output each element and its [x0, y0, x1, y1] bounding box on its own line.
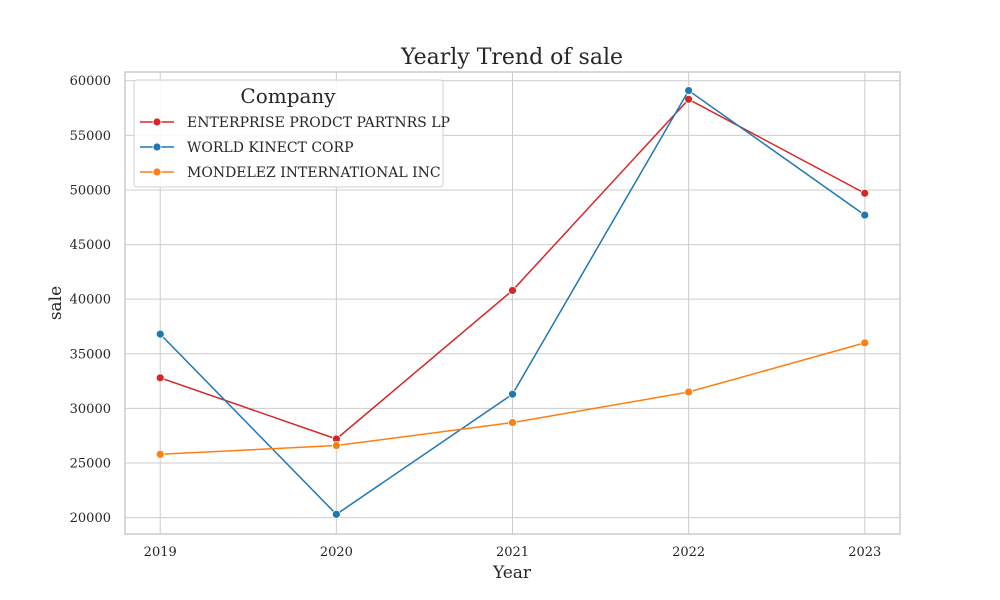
- series-1: [155, 86, 870, 519]
- data-point: [860, 210, 870, 220]
- y-axis-label: sale: [46, 286, 66, 320]
- y-tick-label: 45000: [70, 238, 111, 253]
- y-tick-label: 30000: [70, 402, 111, 417]
- x-axis-label: Year: [492, 563, 532, 583]
- legend-box: [133, 79, 444, 188]
- y-axis-ticks: 20000 25000 30000 35000 40000 45000 50000 55000…: [70, 74, 111, 526]
- legend: Company ENTERPRISE PRODCT PARTNRS LP WORL…: [133, 79, 450, 188]
- data-point: [508, 389, 517, 399]
- legend-item: MONDELEZ INTERNATIONAL INC: [140, 165, 441, 181]
- legend-label: ENTERPRISE PRODCT PARTNRS LP: [187, 115, 450, 131]
- data-point: [155, 373, 165, 383]
- y-tick-label: 25000: [70, 457, 111, 472]
- y-tick-label: 50000: [70, 183, 111, 198]
- legend-label: WORLD KINECT CORP: [187, 140, 354, 156]
- x-tick-label: 2023: [848, 545, 881, 560]
- plot-frame: [124, 71, 901, 535]
- series-0: [155, 94, 870, 444]
- legend-items: ENTERPRISE PRODCT PARTNRS LP WORLD KINECT…: [140, 115, 450, 181]
- legend-label: MONDELEZ INTERNATIONAL INC: [187, 165, 441, 181]
- x-tick-label: 2020: [320, 545, 353, 560]
- y-tick-label: 20000: [70, 511, 111, 526]
- y-tick-label: 60000: [70, 74, 111, 89]
- legend-marker: [152, 142, 162, 152]
- data-point: [684, 86, 694, 95]
- y-tick-label: 55000: [70, 129, 111, 144]
- x-axis-ticks: 2019 2020 2021 2022 2023: [144, 545, 882, 560]
- chart-title: Yearly Trend of sale: [400, 45, 623, 70]
- x-tick-label: 2019: [144, 545, 177, 560]
- y-tick-label: 40000: [70, 293, 111, 308]
- legend-marker: [152, 167, 162, 177]
- data-point: [331, 509, 341, 519]
- data-point: [508, 286, 517, 295]
- legend-title: Company: [240, 84, 336, 108]
- data-point: [508, 418, 517, 427]
- data-point: [331, 441, 341, 450]
- legend-item: WORLD KINECT CORP: [140, 140, 354, 156]
- y-tick-label: 35000: [70, 347, 111, 362]
- data-point: [684, 94, 694, 104]
- data-point: [684, 387, 694, 397]
- legend-marker: [152, 117, 162, 127]
- x-tick-label: 2021: [496, 545, 529, 560]
- data-point: [860, 188, 870, 198]
- data-point: [860, 338, 870, 348]
- x-tick-label: 2022: [672, 545, 705, 560]
- series-layer: [155, 86, 870, 519]
- data-point: [155, 329, 165, 339]
- grid: [125, 72, 900, 534]
- legend-item: ENTERPRISE PRODCT PARTNRS LP: [140, 115, 450, 131]
- series-2: [155, 338, 870, 459]
- data-point: [155, 449, 165, 459]
